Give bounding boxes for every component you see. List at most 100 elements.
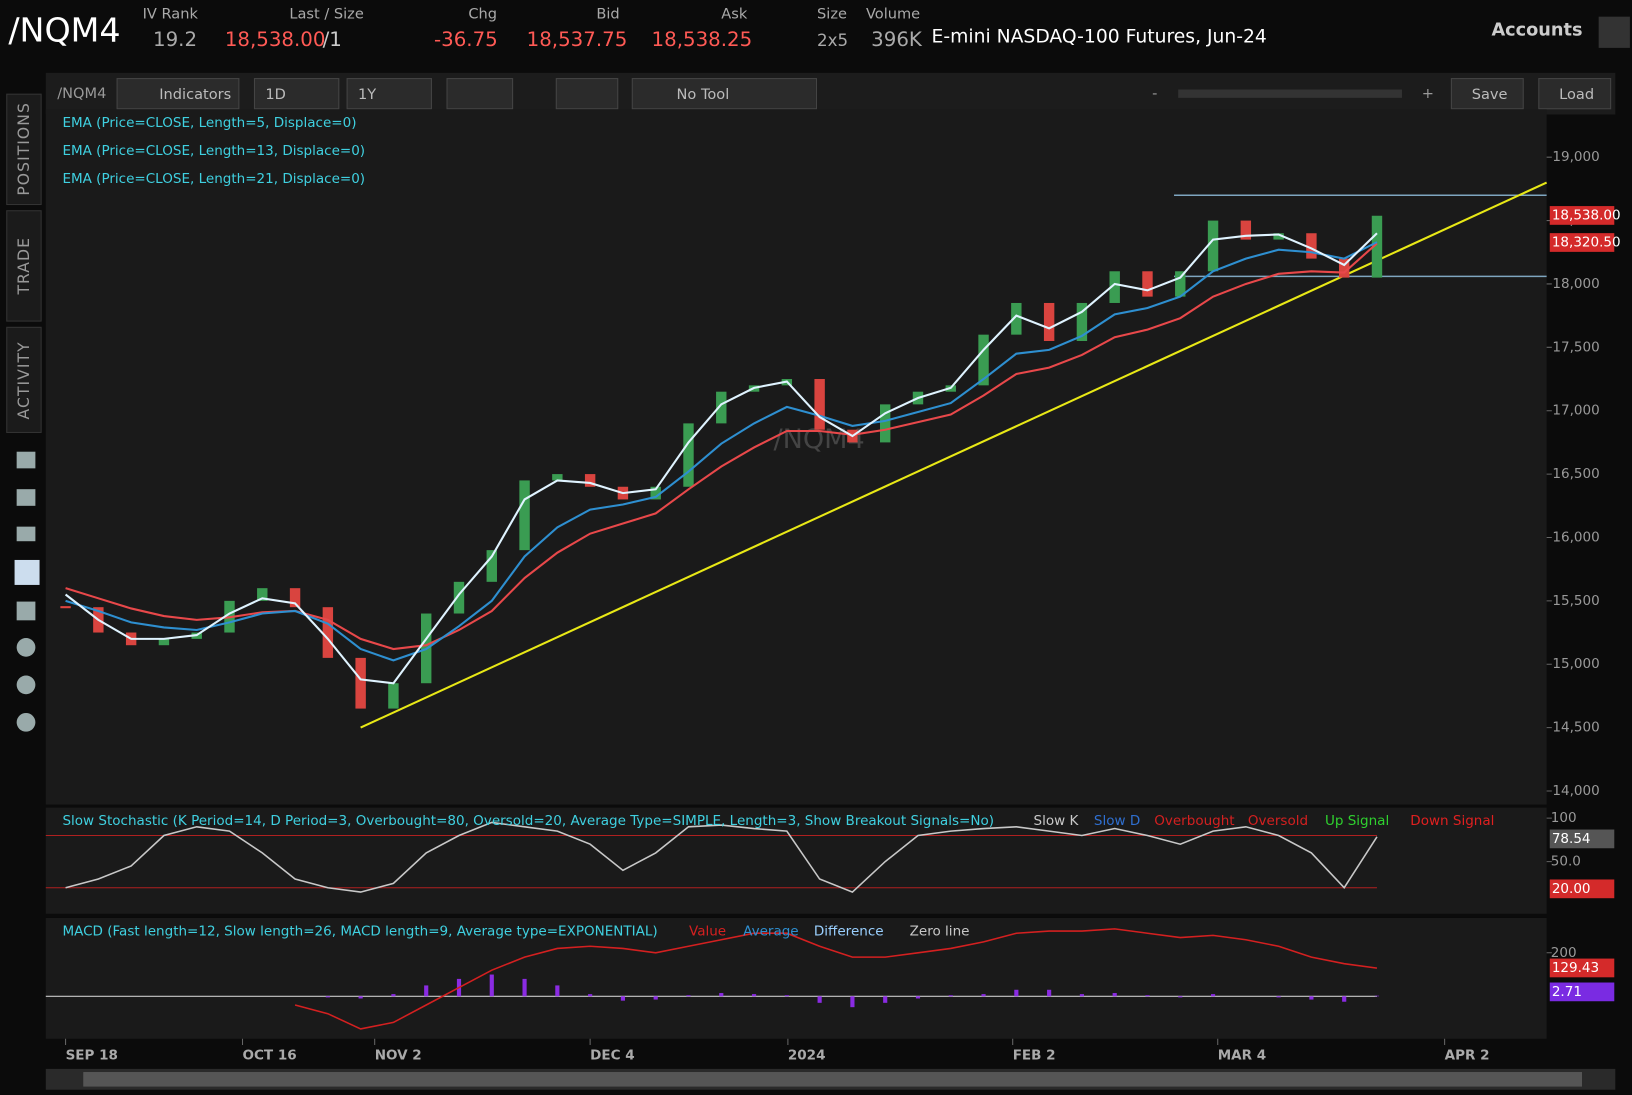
- candle: [584, 474, 596, 487]
- candle: [683, 423, 694, 487]
- expand-button[interactable]: [1598, 16, 1630, 48]
- price-badge-bg: [1549, 233, 1615, 252]
- field-value: 2x5: [817, 30, 849, 50]
- candle: [650, 486, 661, 500]
- macd-bar: [751, 994, 757, 997]
- macd-bar: [686, 995, 691, 997]
- style-button[interactable]: [446, 78, 514, 110]
- price-badge: 18,538.00: [1552, 207, 1621, 223]
- macd-bar: [325, 996, 330, 998]
- x-tick-label: FEB 2: [1013, 1047, 1056, 1063]
- study-label: Slow Stochastic (K Period=14, D Period=3…: [62, 813, 994, 829]
- legend-entry: Slow K: [1034, 813, 1080, 829]
- field-label: IV Rank: [142, 6, 198, 23]
- candle: [453, 581, 465, 614]
- stoch-badge: 20.00: [1552, 881, 1591, 897]
- macd-bar: [555, 985, 560, 997]
- drawings-button[interactable]: [555, 78, 619, 110]
- load-button[interactable]: Load: [1538, 78, 1612, 110]
- field-label: Bid: [596, 6, 620, 23]
- stochastic-panel: [45, 807, 1547, 914]
- field-value: 18,538.00: [224, 28, 326, 51]
- field-value: /1: [322, 28, 342, 51]
- macd-bar: [1079, 994, 1084, 997]
- study-label: EMA (Price=CLOSE, Length=5, Displace=0): [62, 115, 356, 131]
- candle: [1043, 302, 1055, 341]
- candle: [1306, 233, 1317, 259]
- indicators-button[interactable]: Indicators: [116, 78, 240, 110]
- y-tick-label: 16,500: [1552, 466, 1599, 482]
- aggregation-select[interactable]: 1D: [253, 78, 340, 110]
- y-tick-label: 18,000: [1552, 276, 1599, 292]
- legend-entry: Value: [689, 924, 726, 940]
- x-tick-label: APR 2: [1445, 1047, 1490, 1063]
- study-label: EMA (Price=CLOSE, Length=13, Displace=0): [62, 143, 365, 159]
- macd-bar: [1047, 989, 1052, 997]
- candle: [158, 638, 170, 646]
- scroll-thumb[interactable]: [83, 1072, 1583, 1087]
- candle: [1175, 271, 1186, 297]
- macd-bar: [1145, 995, 1150, 997]
- macd-bar: [1309, 996, 1314, 1000]
- macd-bar: [489, 974, 494, 997]
- macd-bar: [719, 993, 724, 997]
- legend-entry: Up Signal: [1325, 813, 1389, 829]
- candle: [289, 588, 301, 608]
- candle: [978, 334, 989, 386]
- macd-bar: [883, 996, 888, 1003]
- macd-bar: [1210, 994, 1216, 997]
- macd-bar: [522, 978, 527, 997]
- legend-entry: Difference: [814, 924, 884, 940]
- field-value: 396K: [871, 28, 922, 51]
- ema-line: [65, 241, 1378, 662]
- field-label: Size: [817, 6, 847, 23]
- macd-bar: [981, 994, 986, 997]
- y-tick-label: 200: [1551, 945, 1577, 961]
- x-tick-label: NOV 2: [375, 1047, 422, 1063]
- legend-entry: Slow D: [1094, 813, 1140, 829]
- candle: [716, 391, 727, 424]
- zoom-slider[interactable]: [1178, 89, 1402, 98]
- zoom-out[interactable]: -: [1152, 85, 1158, 102]
- macd-badge: 2.71: [1552, 984, 1582, 1000]
- y-tick-label: 17,500: [1552, 339, 1599, 355]
- zoom-in[interactable]: +: [1421, 85, 1434, 102]
- macd-badge-bg: [1549, 982, 1615, 1002]
- macd-panel: [45, 917, 1547, 1039]
- accounts-menu[interactable]: Accounts: [1491, 19, 1583, 41]
- legend-entry: Zero line: [910, 924, 970, 940]
- stoch-badge: 78.54: [1552, 831, 1591, 847]
- candle: [1207, 220, 1219, 272]
- icons: [14, 451, 40, 732]
- candle: [322, 607, 334, 658]
- description: E-mini NASDAQ-100 Futures, Jun-24: [931, 26, 1267, 48]
- x-tick-label: SEP 18: [66, 1047, 118, 1063]
- legend-entry: Overbought: [1154, 813, 1234, 829]
- field-value: 18,537.75: [526, 28, 628, 51]
- candle: [814, 379, 825, 430]
- stoch-badge-bg: [1549, 829, 1615, 849]
- field-label: Chg: [468, 6, 498, 23]
- macd-bar: [1342, 996, 1347, 1002]
- macd-badge: 129.43: [1552, 960, 1599, 976]
- x-tick-label: MAR 4: [1218, 1047, 1266, 1063]
- macd-value-line: [294, 928, 1378, 1030]
- candle: [388, 683, 399, 709]
- tool-select[interactable]: No Tool: [631, 78, 818, 110]
- macd-bar: [1014, 989, 1019, 997]
- macd-bar: [850, 996, 855, 1008]
- field-label: Ask: [721, 6, 748, 23]
- y-tick-label: 15,000: [1552, 656, 1599, 672]
- macd-bar: [653, 996, 658, 1000]
- candle: [552, 474, 563, 481]
- candle: [519, 480, 530, 551]
- candle: [1240, 220, 1252, 240]
- field-label: Last / Size: [289, 6, 364, 23]
- toolbar-symbol: /NQM4: [57, 85, 107, 102]
- price-badge: 18,320.50: [1552, 235, 1621, 251]
- period-select[interactable]: 1Y: [346, 78, 432, 110]
- candle: [1011, 302, 1022, 335]
- save-button[interactable]: Save: [1450, 78, 1524, 110]
- legend-entry: Down Signal: [1410, 813, 1494, 829]
